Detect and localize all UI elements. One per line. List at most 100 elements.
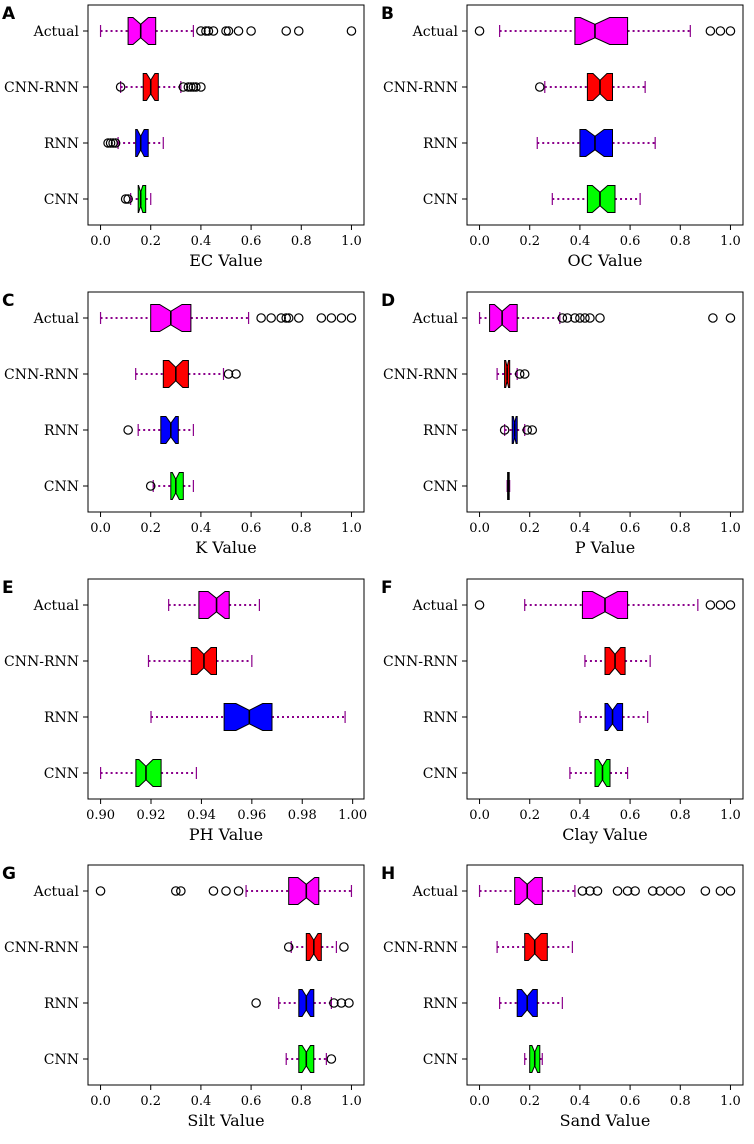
outlier-point [725,313,736,323]
outlier-point [474,600,485,610]
x-tick-label: 0.0 [469,234,490,249]
outlier-point [176,886,186,896]
outlier-point [276,313,286,323]
axes-frame [466,864,744,1086]
outlier-point [580,313,590,323]
box-cnn-rnn [496,360,530,388]
y-tick-label: CNN-RNN [383,80,458,96]
x-tick-label: 0.6 [241,521,262,536]
outlier-point [256,313,266,323]
y-tick-label: RNN [44,710,79,726]
outlier-point [519,369,530,379]
x-axis-label: K Value [195,538,257,557]
outlier-point [329,998,339,1008]
box-cnn-rnn [115,73,206,101]
y-tick-label: CNN-RNN [4,80,79,96]
x-tick-label: 0.2 [140,521,161,536]
box-rnn [536,129,656,157]
box-actual [474,17,736,45]
outlier-point [655,886,665,896]
y-tick-label: CNN [44,192,79,208]
box-actual [99,304,357,332]
outlier-point [562,313,573,323]
x-tick-label: 0.6 [241,234,262,249]
outlier-point [708,313,718,323]
x-tick-label: 0.6 [620,808,641,823]
box-cnn [285,1045,337,1073]
box-actual [478,877,736,905]
outlier-point [725,600,736,610]
outlier-point [647,886,658,896]
outlier-point [188,82,199,92]
outlier-point [557,313,568,323]
axes-frame [466,291,744,513]
outlier-point [201,26,211,36]
box-rnn [251,989,354,1017]
outlier-point [251,998,261,1008]
outlier-point [336,998,347,1008]
x-tick-label: 0.0 [90,1094,111,1109]
outlier-point [283,313,294,323]
y-tick-label: Actual [412,24,459,40]
x-tick-label: 0.2 [519,521,540,536]
outlier-point [577,886,588,896]
x-tick-label: 0.92 [137,808,166,823]
box-body [489,304,518,332]
outlier-point [183,82,194,92]
outlier-point [233,886,244,896]
panel-letter: C [2,291,14,311]
outlier-point [336,313,347,323]
box-actual [474,591,736,619]
x-tick-label: 0.8 [291,1094,312,1109]
box-body [198,591,230,619]
box-body [514,877,543,905]
outlier-point [326,313,337,323]
y-tick-label: CNN [423,1052,458,1068]
y-tick-label: CNN-RNN [383,654,458,670]
box-body [288,877,320,905]
axes-frame [466,578,744,800]
outlier-point [522,425,533,435]
box-body [135,759,162,787]
box-body [135,129,149,157]
axes-frame [87,291,365,513]
y-tick-label: RNN [423,136,458,152]
panel-C: C Actual CNN-RNN RNN CNN 0.0 0.2 0.4 0.6 0.8 1.0 K … [2,291,365,557]
panel-letter: A [2,4,16,24]
box-cnn-rnn [147,647,253,675]
y-tick-label: CNN [423,766,458,782]
y-tick-label: RNN [423,996,458,1012]
outlier-point [196,82,206,92]
x-tick-label: 0.94 [187,808,216,823]
outlier-point [570,313,580,323]
outlier-point [534,82,545,92]
y-tick-label: CNN [44,1052,79,1068]
x-tick-label: 0.98 [288,808,317,823]
outlier-point [514,369,525,379]
outlier-point [630,886,640,896]
box-body [604,703,624,731]
x-tick-label: 1.0 [341,1094,362,1109]
outlier-point [339,942,349,952]
y-tick-label: CNN [44,766,79,782]
x-tick-label: 0.2 [519,234,540,249]
x-tick-label: 0.8 [291,521,312,536]
outlier-point [115,82,126,92]
y-tick-label: Actual [412,884,459,900]
outlier-point [266,313,276,323]
outlier-point [326,1054,337,1064]
y-tick-label: Actual [33,598,80,614]
box-cnn-rnn [283,933,349,961]
outlier-point [612,886,623,896]
panel-D: D Actual CNN-RNN RNN CNN 0.0 0.2 0.4 0.6 0.8 1.0 P … [381,291,744,557]
x-tick-label: 0.6 [620,234,641,249]
outlier-point [665,886,676,896]
outlier-point [178,82,189,92]
outlier-point [725,26,736,36]
outlier-point [575,313,585,323]
x-tick-label: 0.4 [191,234,212,249]
x-tick-label: 0.0 [90,234,111,249]
box-body [127,17,157,45]
panel-F: F Actual CNN-RNN RNN CNN 0.0 0.2 0.4 0.6 0.8 1.0 Cl… [381,578,744,844]
